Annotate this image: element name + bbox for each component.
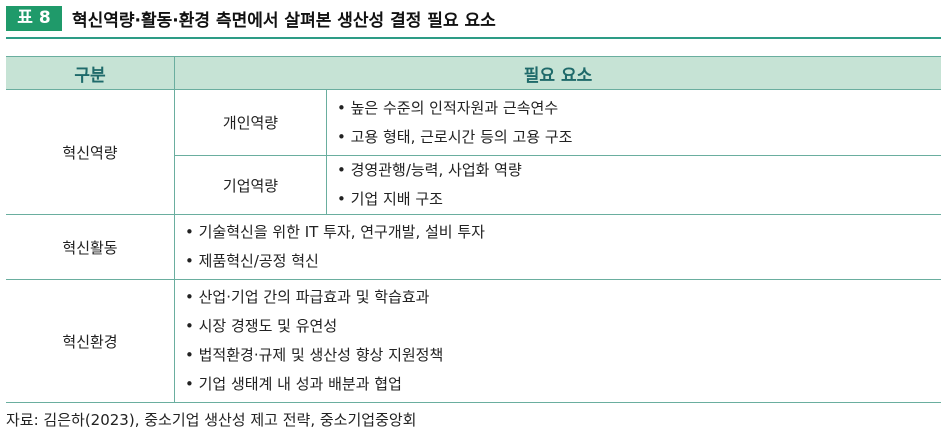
sub-label: 개인역량 bbox=[174, 89, 327, 156]
title-rule bbox=[6, 37, 941, 39]
list-item: 산업·기업 간의 파급효과 및 학습효과 bbox=[185, 283, 941, 312]
requirements-table: 구분 필요 요소 혁신역량 개인역량 높은 수준의 인적자원과 근속연수고용 형… bbox=[6, 56, 941, 403]
table-title: 표 8 혁신역량·활동·환경 측면에서 살펴본 생산성 결정 필요 요소 bbox=[6, 6, 496, 31]
group-label: 혁신활동 bbox=[6, 214, 175, 280]
header-requirements: 필요 요소 bbox=[174, 56, 941, 90]
table-row: 혁신역량 개인역량 높은 수준의 인적자원과 근속연수고용 형태, 근로시간 등… bbox=[6, 89, 941, 215]
list-item: 기술혁신을 위한 IT 투자, 연구개발, 설비 투자 bbox=[185, 218, 941, 247]
group-label: 혁신역량 bbox=[6, 89, 175, 215]
sub-label: 기업역량 bbox=[174, 155, 327, 215]
group-label: 혁신환경 bbox=[6, 279, 175, 403]
header-category: 구분 bbox=[6, 56, 175, 90]
list-item: 법적환경·규제 및 생산성 향상 지원정책 bbox=[185, 341, 941, 370]
table-row: 혁신활동 기술혁신을 위한 IT 투자, 연구개발, 설비 투자제품혁신/공정 … bbox=[6, 214, 941, 280]
source-note: 자료: 김은하(2023), 중소기업 생산성 제고 전략, 중소기업중앙회 bbox=[6, 411, 417, 429]
list-item: 높은 수준의 인적자원과 근속연수 bbox=[337, 94, 941, 123]
table-row: 기업역량 경영관행/능력, 사업화 역량기업 지배 구조 bbox=[6, 155, 941, 215]
list-item: 고용 형태, 근로시간 등의 고용 구조 bbox=[337, 123, 941, 152]
table-number-badge: 표 8 bbox=[6, 6, 62, 31]
list-item: 기업 생태계 내 성과 배분과 협업 bbox=[185, 370, 941, 399]
title-text: 혁신역량·활동·환경 측면에서 살펴본 생산성 결정 필요 요소 bbox=[72, 11, 496, 31]
list-item: 기업 지배 구조 bbox=[337, 185, 941, 214]
table-row: 혁신환경 산업·기업 간의 파급효과 및 학습효과시장 경쟁도 및 유연성법적환… bbox=[6, 279, 941, 403]
list-item: 경영관행/능력, 사업화 역량 bbox=[337, 156, 941, 185]
header-row: 구분 필요 요소 bbox=[6, 56, 941, 90]
list-item: 시장 경쟁도 및 유연성 bbox=[185, 312, 941, 341]
list-item: 제품혁신/공정 혁신 bbox=[185, 247, 941, 276]
